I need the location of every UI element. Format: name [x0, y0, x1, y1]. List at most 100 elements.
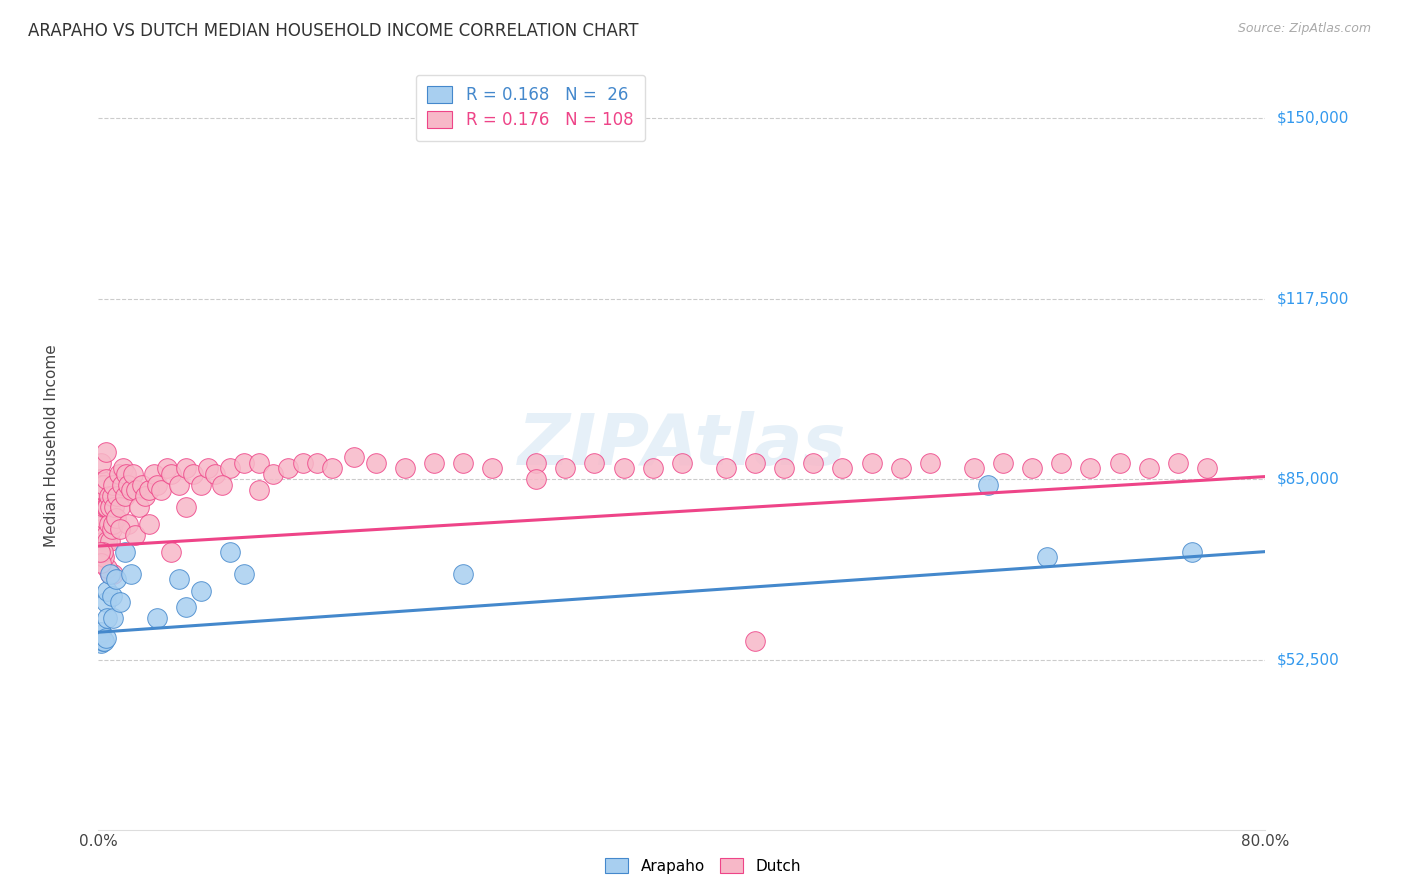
Point: [90, 522, 112, 536]
Point: [97, 489, 120, 503]
Point: [524, 472, 547, 486]
Point: [94, 472, 117, 486]
Point: [156, 461, 179, 475]
Point: [90, 500, 112, 515]
Point: [97, 516, 120, 531]
Point: [233, 566, 256, 581]
Point: [110, 522, 132, 536]
Point: [991, 456, 1014, 470]
Point: [111, 478, 134, 492]
Point: [1080, 461, 1102, 475]
Point: [174, 600, 197, 615]
Point: [100, 489, 122, 503]
Point: [481, 461, 503, 475]
Legend: R = 0.168   N =  26, R = 0.176   N = 108: R = 0.168 N = 26, R = 0.176 N = 108: [416, 75, 645, 141]
Point: [174, 461, 197, 475]
Point: [89, 628, 111, 642]
Point: [96, 500, 118, 515]
Point: [211, 478, 233, 492]
Point: [1021, 461, 1043, 475]
Point: [190, 478, 212, 492]
Point: [160, 467, 183, 481]
Point: [96, 583, 118, 598]
Point: [93, 533, 115, 548]
Point: [138, 483, 160, 498]
Point: [93, 500, 115, 515]
Point: [89, 511, 111, 525]
Point: [94, 444, 117, 458]
Point: [93, 633, 115, 648]
Point: [110, 594, 132, 608]
Text: $85,000: $85,000: [1277, 472, 1340, 487]
Point: [91, 544, 114, 558]
Point: [120, 483, 142, 498]
Point: [125, 483, 148, 498]
Point: [247, 456, 270, 470]
Point: [174, 500, 197, 515]
Point: [146, 611, 169, 625]
Point: [160, 544, 183, 558]
Point: [90, 636, 112, 650]
Point: [89, 489, 111, 503]
Point: [90, 556, 112, 570]
Point: [94, 594, 117, 608]
Point: [101, 516, 124, 531]
Point: [197, 461, 219, 475]
Point: [105, 489, 128, 503]
Point: [277, 461, 299, 475]
Point: [96, 561, 118, 575]
Point: [114, 489, 136, 503]
Point: [671, 456, 693, 470]
Point: [583, 456, 606, 470]
Point: [117, 516, 139, 531]
Point: [98, 566, 121, 581]
Point: [91, 539, 114, 553]
Point: [101, 566, 124, 581]
Point: [108, 467, 131, 481]
Point: [962, 461, 984, 475]
Point: [524, 456, 547, 470]
Point: [98, 566, 121, 581]
Point: [124, 528, 146, 542]
Point: [93, 478, 115, 492]
Point: [90, 625, 112, 640]
Point: [98, 500, 121, 515]
Point: [181, 467, 204, 481]
Point: [977, 478, 1000, 492]
Text: ZIPAtlas: ZIPAtlas: [517, 411, 846, 481]
Point: [262, 467, 284, 481]
Point: [451, 456, 474, 470]
Point: [146, 478, 169, 492]
Point: [612, 461, 634, 475]
Point: [91, 511, 114, 525]
Point: [142, 467, 165, 481]
Point: [423, 456, 446, 470]
Point: [890, 461, 912, 475]
Point: [167, 478, 190, 492]
Point: [101, 611, 124, 625]
Point: [247, 483, 270, 498]
Text: ARAPAHO VS DUTCH MEDIAN HOUSEHOLD INCOME CORRELATION CHART: ARAPAHO VS DUTCH MEDIAN HOUSEHOLD INCOME…: [28, 22, 638, 40]
Point: [93, 550, 115, 565]
Point: [103, 500, 125, 515]
Point: [291, 456, 314, 470]
Point: [94, 528, 117, 542]
Point: [1035, 550, 1057, 565]
Point: [150, 483, 173, 498]
Point: [218, 461, 240, 475]
Point: [1050, 456, 1073, 470]
Point: [89, 472, 111, 486]
Point: [91, 483, 114, 498]
Point: [115, 467, 138, 481]
Point: [831, 461, 853, 475]
Point: [120, 566, 142, 581]
Point: [394, 461, 416, 475]
Point: [773, 461, 796, 475]
Point: [112, 461, 135, 475]
Text: $150,000: $150,000: [1277, 111, 1348, 126]
Point: [218, 544, 240, 558]
Text: Source: ZipAtlas.com: Source: ZipAtlas.com: [1237, 22, 1371, 36]
Point: [1137, 461, 1160, 475]
Point: [190, 583, 212, 598]
Point: [100, 522, 122, 536]
